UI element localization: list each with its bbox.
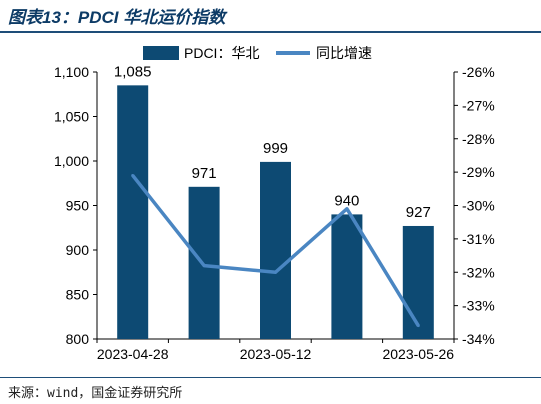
- bar: [260, 161, 291, 339]
- y-tick-label-right: -32%: [462, 264, 495, 280]
- y-tick-label-left: 950: [66, 198, 90, 214]
- line-point: [131, 173, 135, 177]
- line-point: [416, 324, 420, 328]
- bars: 1,085 971 999 940 927: [114, 63, 434, 339]
- x-tick-label: 2023-05-12: [240, 346, 312, 362]
- y-tick-label-right: -27%: [462, 97, 495, 113]
- y-tick-label-right: -33%: [462, 298, 495, 314]
- y-tick-label-right: -34%: [462, 331, 495, 347]
- bar: [402, 225, 434, 339]
- source-note: 来源：wind，国金证券研究所: [8, 386, 183, 401]
- y-tick-label-left: 1,000: [54, 153, 89, 169]
- y-tick-label-left: 1,100: [54, 64, 89, 80]
- x-tick-label: 2023-05-26: [382, 346, 454, 362]
- legend-bar-label: PDCI：华北: [184, 45, 259, 61]
- legend-line-label: 同比增速: [316, 45, 372, 61]
- bar-data-label: 940: [334, 192, 359, 209]
- bar-data-label: 999: [263, 140, 288, 157]
- y-tick-label-right: -31%: [462, 231, 495, 247]
- y-tick-label-left: 850: [66, 287, 90, 303]
- legend-bar-swatch: [143, 46, 179, 60]
- y-tick-label-left: 900: [66, 242, 90, 258]
- legend: PDCI：华北 同比增速: [143, 45, 372, 61]
- line-point: [202, 264, 206, 268]
- title-divider: [0, 31, 541, 33]
- bar-data-label: 971: [192, 165, 217, 182]
- y-tick-label-left: 800: [66, 331, 90, 347]
- axes: 800 850 900 950 1,000 1,050 1,100 -26% -27% -28% -…: [54, 64, 495, 362]
- bar-data-label: 1,085: [114, 63, 152, 80]
- bar: [117, 85, 149, 339]
- y-tick-label-right: -28%: [462, 131, 495, 147]
- chart-title: 图表13：PDCI 华北运价指数: [8, 8, 226, 27]
- y-tick-label-left: 1,050: [54, 109, 89, 125]
- bar: [331, 214, 363, 339]
- x-tick-label: 2023-04-28: [97, 346, 169, 362]
- bar-data-label: 927: [406, 204, 431, 221]
- y-tick-label-right: -26%: [462, 64, 495, 80]
- y-tick-label-right: -29%: [462, 164, 495, 180]
- line-point: [345, 207, 349, 211]
- y-tick-label-right: -30%: [462, 198, 495, 214]
- line-series: [131, 173, 420, 328]
- source-divider: [0, 377, 541, 378]
- line-point: [274, 270, 277, 274]
